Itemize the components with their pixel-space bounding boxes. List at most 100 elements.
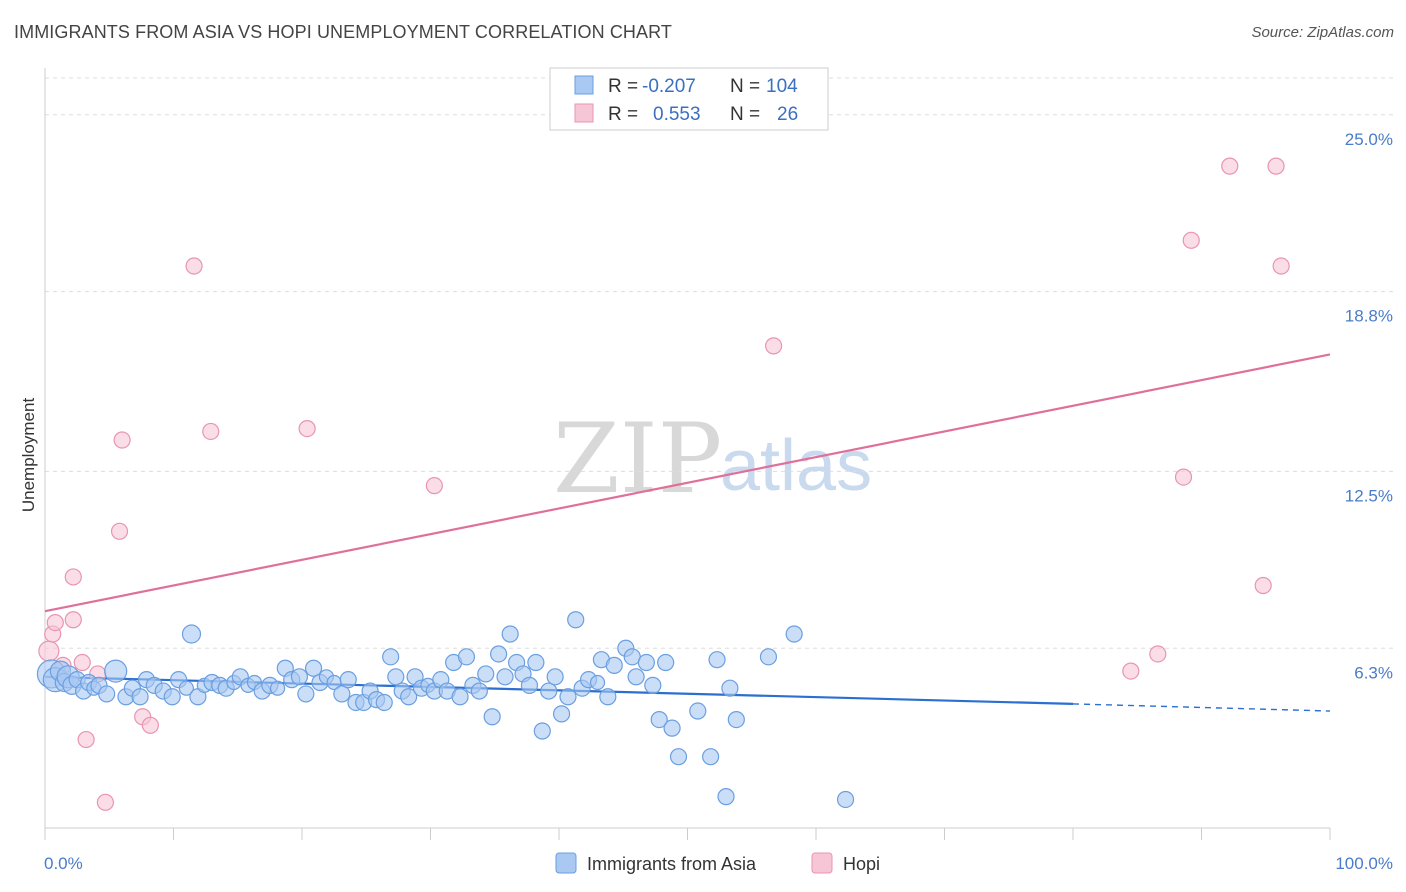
asia-point-64: [470, 682, 488, 700]
asia-point-98: [721, 679, 739, 697]
hopi-point-5: [64, 568, 82, 586]
hopi-point-17: [425, 477, 443, 495]
asia-point-62: [457, 648, 476, 666]
legend-r-value-hopi: 0.553: [653, 104, 701, 125]
hopi-point-7: [77, 730, 95, 749]
hopi-point-21: [1174, 468, 1193, 486]
asia-point-12: [104, 659, 128, 683]
asia-point-93: [669, 748, 688, 766]
hopi-point-23: [1221, 157, 1239, 175]
y-tick-label-3: 25.0%: [1345, 130, 1393, 149]
legend-swatch-hopi: [574, 103, 594, 123]
asia-point-75: [540, 682, 558, 700]
bottom-legend-label-hopi: Hopi: [843, 854, 880, 874]
hopi-point-2: [46, 613, 64, 632]
asia-point-94: [689, 702, 707, 720]
asia-point-95: [702, 748, 720, 766]
asia-point-38: [297, 685, 315, 703]
series-hopi: [38, 157, 1290, 811]
hopi-point-15: [202, 422, 220, 441]
asia-point-50: [382, 648, 400, 666]
asia-point-15: [131, 688, 149, 706]
hopi-point-19: [1122, 662, 1140, 680]
x-tick-label-0: 0.0%: [44, 854, 83, 873]
asia-point-102: [836, 790, 855, 809]
hopi-point-22: [1182, 231, 1200, 249]
hopi-point-4: [64, 611, 82, 629]
hopi-point-6: [73, 653, 91, 672]
asia-point-37: [290, 668, 309, 686]
trend-line-hopi: [44, 353, 1331, 613]
asia-point-91: [657, 653, 675, 672]
asia-point-39: [304, 659, 323, 677]
asia-point-103: [589, 674, 606, 691]
watermark-zip: ZIP: [553, 403, 722, 515]
legend-r-label-hopi: R =: [608, 104, 638, 125]
asia-point-73: [527, 653, 545, 672]
y-tick-label-2: 18.8%: [1345, 307, 1393, 326]
bottom-legend-label-asia: Immigrants from Asia: [587, 854, 757, 874]
legend-n-value-asia: 104: [766, 76, 798, 97]
asia-point-99: [727, 710, 745, 729]
asia-point-61: [451, 688, 469, 706]
asia-point-96: [708, 651, 726, 669]
asia-point-83: [599, 688, 617, 706]
asia-point-19: [163, 688, 181, 706]
legend-box: R = -0.207 N = 104 R = 0.553 N = 26: [549, 67, 829, 131]
asia-point-44: [339, 671, 357, 689]
hopi-point-16: [298, 420, 316, 438]
asia-point-78: [559, 688, 577, 706]
bottom-legend-swatch-hopi: [811, 852, 833, 874]
data-points: [36, 157, 1290, 811]
series-asia: [36, 611, 855, 809]
asia-point-84: [605, 656, 623, 674]
asia-point-21: [178, 680, 194, 696]
asia-point-77: [552, 705, 571, 723]
asia-point-51: [387, 668, 405, 686]
hopi-point-25: [1267, 157, 1285, 175]
chart-title: IMMIGRANTS FROM ASIA VS HOPI UNEMPLOYMEN…: [14, 22, 672, 42]
x-tick-label-1: 100.0%: [1335, 854, 1393, 873]
bottom-legend-swatch-asia: [555, 852, 577, 874]
legend-r-value-asia: -0.207: [642, 76, 696, 97]
asia-point-68: [496, 668, 514, 686]
legend-r-label-asia: R =: [608, 76, 638, 97]
asia-point-11: [98, 685, 116, 703]
bottom-legend: Immigrants from Asia Hopi: [555, 852, 880, 874]
asia-point-100: [759, 648, 778, 666]
y-tick-label-1: 12.5%: [1345, 486, 1393, 505]
asia-point-92: [663, 719, 681, 737]
asia-point-69: [501, 625, 519, 643]
asia-point-72: [520, 676, 539, 694]
asia-point-79: [567, 611, 585, 629]
asia-point-49: [375, 693, 393, 712]
trend-line-asia-extension: [1072, 703, 1331, 712]
legend-n-label-asia: N =: [730, 76, 760, 97]
axes: 6.3% 12.5% 18.8% 25.0% 0.0% 100.0%: [44, 68, 1393, 873]
hopi-point-9: [96, 793, 114, 811]
hopi-point-13: [141, 716, 159, 734]
gridlines: [45, 77, 1395, 649]
legend-n-label-hopi: N =: [730, 104, 760, 125]
hopi-point-20: [1149, 645, 1167, 663]
y-axis-title: Unemployment: [19, 398, 38, 513]
asia-point-87: [627, 668, 645, 686]
source-credit: Source: ZipAtlas.com: [1251, 24, 1394, 41]
watermark-atlas: atlas: [720, 426, 872, 506]
asia-point-101: [785, 625, 803, 643]
hopi-point-24: [1254, 576, 1272, 595]
asia-point-65: [477, 665, 495, 683]
hopi-point-10: [113, 431, 131, 449]
asia-point-88: [637, 653, 655, 672]
asia-point-66: [483, 708, 501, 726]
legend-swatch-asia: [574, 75, 594, 95]
asia-point-74: [533, 722, 551, 740]
hopi-point-11: [110, 522, 129, 540]
legend-n-value-hopi: 26: [777, 104, 798, 125]
asia-point-34: [269, 680, 286, 696]
asia-point-67: [490, 645, 508, 663]
hopi-point-0: [38, 640, 60, 662]
asia-point-76: [546, 668, 564, 686]
hopi-point-18: [764, 337, 783, 355]
y-tick-label-0: 6.3%: [1354, 663, 1393, 682]
